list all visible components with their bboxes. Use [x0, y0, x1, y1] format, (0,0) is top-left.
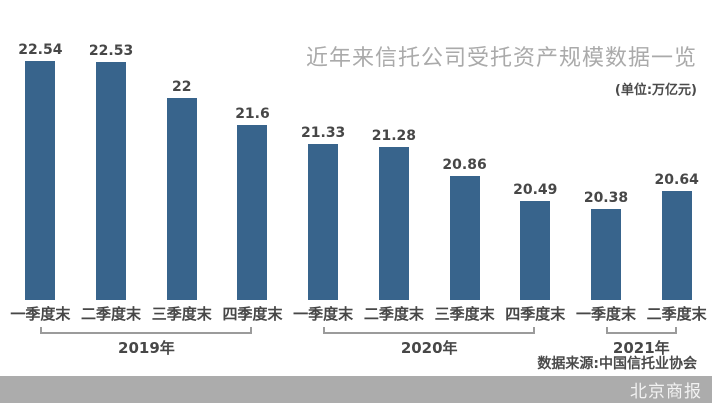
data-source-label: 数据来源:中国信托业协会	[537, 356, 697, 372]
bar-value-label: 22.53	[88, 43, 134, 59]
group-bracket	[40, 327, 253, 334]
bar-column: 22.54	[5, 42, 76, 300]
x-axis-label: 二季度末	[363, 305, 424, 323]
x-axis-label: 二季度末	[81, 305, 142, 323]
brand-label: 北京商报	[630, 382, 702, 402]
chart-title: 近年来信托公司受托资产规模数据一览	[305, 46, 697, 71]
year-label: 2021年	[612, 339, 670, 357]
x-axis-label: 二季度末	[646, 305, 707, 323]
bar	[166, 98, 197, 300]
x-axis-label: 三季度末	[151, 305, 212, 323]
bar-column: 20.38	[571, 190, 642, 300]
x-axis-label: 一季度末	[293, 305, 354, 323]
bar-column: 21.33	[288, 125, 359, 300]
bar-chart-plot: 22.54 22.53 22 21.6 21.33 21.28 20.86 20.49 20.3…	[0, 42, 712, 300]
bar	[308, 144, 339, 300]
bar-column: 21.28	[359, 128, 430, 300]
x-axis-labels: 一季度末 二季度末 三季度末 四季度末 一季度末 二季度末 三季度末 四季度末 一季度末 二季度末	[0, 303, 712, 324]
bar	[96, 62, 127, 300]
bar	[520, 201, 551, 300]
x-axis-label: 四季度末	[222, 305, 283, 323]
bar-value-label: 20.64	[654, 172, 699, 188]
bar-column: 22	[146, 79, 217, 300]
year-groups: 2019年 2020年 2021年	[0, 324, 712, 380]
chart-unit-label: (单位:万亿元)	[614, 83, 697, 99]
year-label: 2020年	[400, 339, 458, 357]
bar-value-label: 21.28	[371, 128, 417, 144]
bar	[661, 191, 692, 300]
bar	[378, 147, 409, 300]
group-bracket	[606, 327, 677, 334]
bar	[449, 176, 480, 300]
bar-value-label: 21.33	[301, 125, 346, 141]
group-bracket	[323, 327, 536, 334]
bar-column: 20.86	[429, 157, 500, 300]
bar	[590, 209, 621, 300]
title-block: 近年来信托公司受托资产规模数据一览 (单位:万亿元)	[306, 46, 697, 98]
bar	[237, 125, 268, 300]
x-axis-label: 一季度末	[10, 305, 71, 323]
year-label: 2019年	[118, 339, 175, 357]
x-axis-label: 一季度末	[575, 305, 636, 323]
bar-column: 20.49	[500, 182, 571, 300]
bar-column: 21.6	[217, 106, 288, 300]
bar-column: 22.53	[76, 43, 147, 300]
bar-value-label: 20.49	[513, 182, 558, 198]
bar-value-label: 21.6	[235, 106, 270, 122]
bar-value-label: 22	[172, 79, 192, 95]
bar-column: 20.64	[641, 172, 712, 300]
bar-value-label: 20.86	[442, 157, 487, 173]
footer-brand-bar: 北京商报	[0, 376, 712, 403]
bar	[25, 61, 56, 300]
bar-value-label: 22.54	[18, 42, 63, 58]
x-axis-label: 三季度末	[434, 305, 495, 323]
x-axis-label: 四季度末	[505, 305, 566, 323]
bar-value-label: 20.38	[583, 190, 629, 206]
